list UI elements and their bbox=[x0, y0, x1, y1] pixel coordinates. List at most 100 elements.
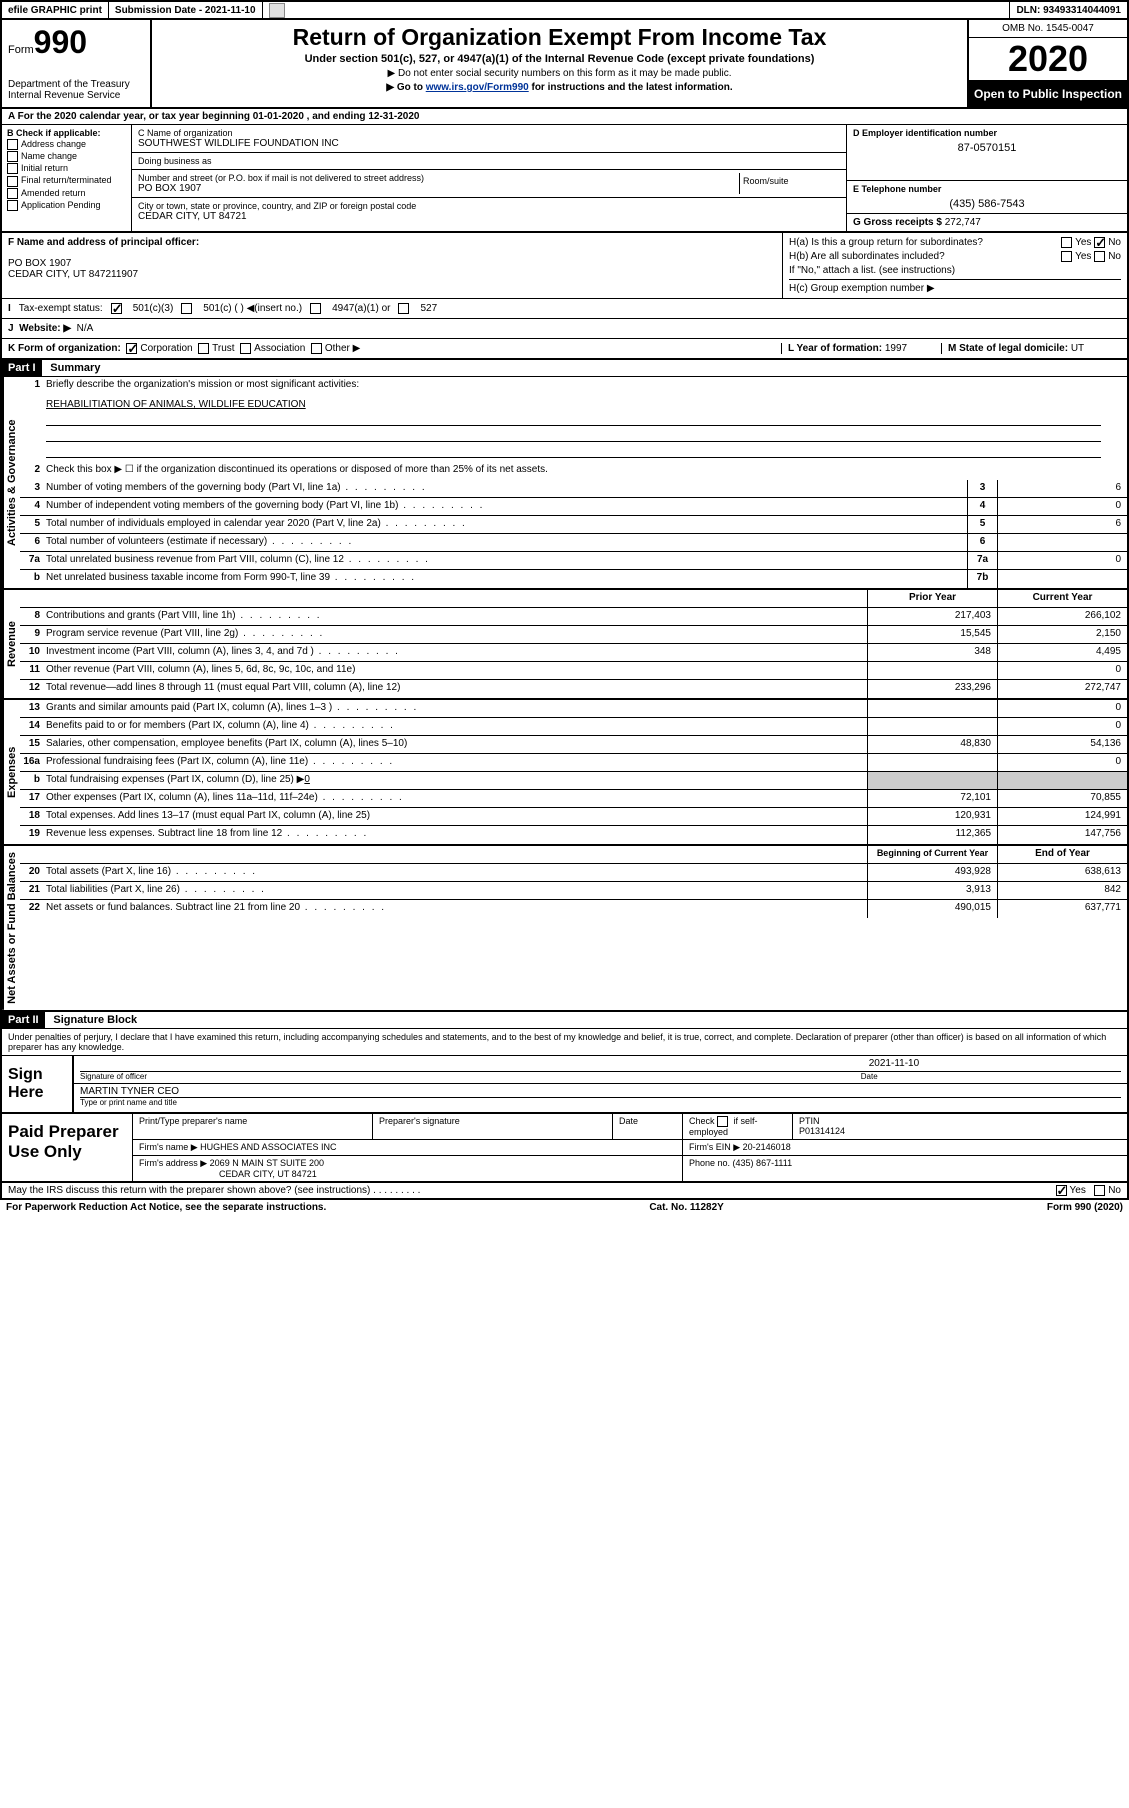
chk-other[interactable] bbox=[311, 343, 322, 354]
city-value: CEDAR CITY, UT 84721 bbox=[138, 211, 840, 222]
row-f-h: F Name and address of principal officer:… bbox=[2, 233, 1127, 299]
l16a-prior bbox=[867, 754, 997, 771]
chk-address[interactable]: Address change bbox=[7, 139, 126, 150]
topbar: efile GRAPHIC print Submission Date - 20… bbox=[2, 2, 1127, 20]
sig-name: MARTIN TYNER CEO bbox=[80, 1086, 1121, 1098]
form-subtitle: Under section 501(c), 527, or 4947(a)(1)… bbox=[156, 53, 963, 65]
opt-corp: Corporation bbox=[140, 343, 192, 354]
firm-addr-cell: Firm's address ▶ 2069 N MAIN ST SUITE 20… bbox=[133, 1156, 683, 1181]
l10-curr: 4,495 bbox=[997, 644, 1127, 661]
l14-text: Benefits paid to or for members (Part IX… bbox=[42, 718, 867, 735]
mission-block: REHABILITIATION OF ANIMALS, WILDLIFE EDU… bbox=[20, 395, 1127, 462]
chk-501c3[interactable] bbox=[111, 303, 122, 314]
l18-curr: 124,991 bbox=[997, 808, 1127, 825]
row-klm: K Form of organization: Corporation Trus… bbox=[2, 339, 1127, 360]
sig-date-label: Date bbox=[861, 1072, 1121, 1081]
l16b-curr-shade bbox=[997, 772, 1127, 789]
topbar-dropdown-button[interactable] bbox=[269, 3, 286, 18]
j-value: N/A bbox=[77, 323, 94, 334]
chk-pending[interactable]: Application Pending bbox=[7, 200, 126, 211]
j-label: Website: ▶ bbox=[19, 323, 71, 334]
l8-prior: 217,403 bbox=[867, 608, 997, 625]
dept-label: Department of the Treasury Internal Reve… bbox=[8, 79, 144, 101]
chk-corp[interactable] bbox=[126, 343, 137, 354]
chk-trust[interactable] bbox=[198, 343, 209, 354]
h-c: H(c) Group exemption number ▶ bbox=[789, 279, 1121, 294]
hdr-prior: Prior Year bbox=[867, 590, 997, 607]
firm-addr2: CEDAR CITY, UT 84721 bbox=[219, 1169, 317, 1179]
chk-discuss-no[interactable] bbox=[1094, 1185, 1105, 1196]
footer: For Paperwork Reduction Act Notice, see … bbox=[0, 1200, 1129, 1215]
l3-val: 6 bbox=[997, 480, 1127, 497]
l13-curr: 0 bbox=[997, 700, 1127, 717]
form-prefix: Form bbox=[8, 44, 34, 56]
l19-prior: 112,365 bbox=[867, 826, 997, 844]
firm-phone: (435) 867-1111 bbox=[733, 1158, 793, 1168]
ha-no[interactable]: No bbox=[1108, 237, 1121, 248]
part1-hdr: Part I bbox=[2, 360, 42, 376]
opt-other: Other ▶ bbox=[325, 343, 360, 354]
section-identity: B Check if applicable: Address change Na… bbox=[2, 125, 1127, 233]
f-label: F Name and address of principal officer: bbox=[8, 237, 776, 248]
dba-label: Doing business as bbox=[138, 156, 840, 166]
l14-prior bbox=[867, 718, 997, 735]
l22-prior: 490,015 bbox=[867, 900, 997, 918]
chk-501c[interactable] bbox=[181, 303, 192, 314]
chk-initial[interactable]: Initial return bbox=[7, 163, 126, 174]
hb-no[interactable]: No bbox=[1108, 251, 1121, 262]
street-label: Number and street (or P.O. box if mail i… bbox=[138, 173, 739, 183]
col-d-ein: D Employer identification number 87-0570… bbox=[847, 125, 1127, 231]
ha-yes[interactable]: Yes bbox=[1075, 237, 1091, 248]
l-label: L Year of formation: bbox=[788, 343, 885, 354]
col-f: F Name and address of principal officer:… bbox=[2, 233, 782, 298]
paid-h4: Check if self-employed bbox=[683, 1114, 793, 1139]
chk-final[interactable]: Final return/terminated bbox=[7, 175, 126, 186]
sig-officer-label: Signature of officer bbox=[80, 1072, 861, 1081]
part1-title: Summary bbox=[44, 360, 106, 376]
submission-date-cell: Submission Date - 2021-11-10 bbox=[109, 2, 263, 18]
l4-val: 0 bbox=[997, 498, 1127, 515]
l-value: 1997 bbox=[885, 343, 907, 354]
row-j-website: J Website: ▶ N/A bbox=[2, 319, 1127, 339]
room-label: Room/suite bbox=[740, 173, 840, 194]
hb-yes[interactable]: Yes bbox=[1075, 251, 1091, 262]
section-revenue: Revenue Prior YearCurrent Year 8Contribu… bbox=[2, 590, 1127, 700]
chk-amended[interactable]: Amended return bbox=[7, 188, 126, 199]
street-value: PO BOX 1907 bbox=[138, 183, 739, 194]
paid-preparer: Paid Preparer Use Only Print/Type prepar… bbox=[2, 1114, 1127, 1182]
irs-link[interactable]: www.irs.gov/Form990 bbox=[426, 82, 529, 93]
sig-declaration: Under penalties of perjury, I declare th… bbox=[2, 1029, 1127, 1055]
firm-name-cell: Firm's name ▶ HUGHES AND ASSOCIATES INC bbox=[133, 1140, 683, 1155]
hdr-curr: Current Year bbox=[997, 590, 1127, 607]
chk-name[interactable]: Name change bbox=[7, 151, 126, 162]
phone-value: (435) 586-7543 bbox=[853, 198, 1121, 210]
l15-curr: 54,136 bbox=[997, 736, 1127, 753]
form-number: Form990 bbox=[8, 24, 144, 61]
field-ein: D Employer identification number 87-0570… bbox=[847, 125, 1127, 181]
opt-4947: 4947(a)(1) or bbox=[332, 303, 390, 314]
note2-prefix: ▶ Go to bbox=[386, 82, 425, 93]
discuss-text: May the IRS discuss this return with the… bbox=[8, 1185, 420, 1196]
submission-label: Submission Date - bbox=[115, 5, 205, 16]
l8-curr: 266,102 bbox=[997, 608, 1127, 625]
chk-assoc[interactable] bbox=[240, 343, 251, 354]
l8-text: Contributions and grants (Part VIII, lin… bbox=[42, 608, 867, 625]
chk-4947[interactable] bbox=[310, 303, 321, 314]
city-label: City or town, state or province, country… bbox=[138, 201, 840, 211]
l17-curr: 70,855 bbox=[997, 790, 1127, 807]
gross-label: G Gross receipts $ bbox=[853, 217, 945, 228]
l12-curr: 272,747 bbox=[997, 680, 1127, 698]
opt-trust: Trust bbox=[212, 343, 234, 354]
dln-label: DLN: bbox=[1016, 5, 1043, 16]
note2-suffix: for instructions and the latest informat… bbox=[529, 82, 733, 93]
l14-curr: 0 bbox=[997, 718, 1127, 735]
l17-text: Other expenses (Part IX, column (A), lin… bbox=[42, 790, 867, 807]
chk-self-emp[interactable] bbox=[717, 1116, 728, 1127]
l3-text: Number of voting members of the governin… bbox=[42, 480, 967, 497]
l20-text: Total assets (Part X, line 16) bbox=[42, 864, 867, 881]
l13-text: Grants and similar amounts paid (Part IX… bbox=[42, 700, 867, 717]
omb-number: OMB No. 1545-0047 bbox=[969, 20, 1127, 38]
chk-discuss-yes[interactable] bbox=[1056, 1185, 1067, 1196]
opt-501c3: 501(c)(3) bbox=[133, 303, 174, 314]
chk-527[interactable] bbox=[398, 303, 409, 314]
